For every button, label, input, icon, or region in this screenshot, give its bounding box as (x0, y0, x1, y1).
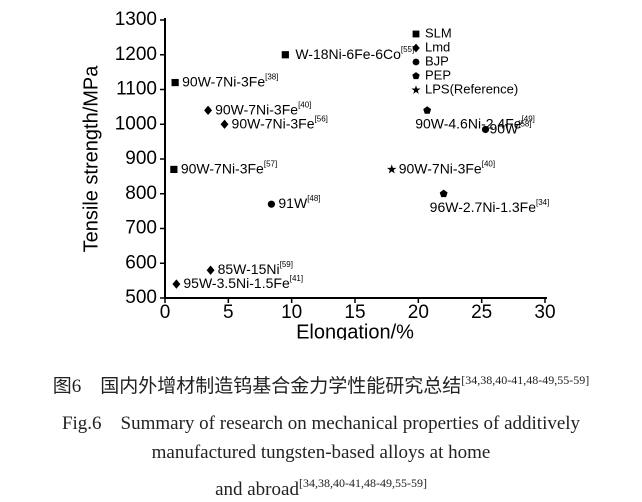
chart: Elongation/% Tensile strength/MPa 500 600… (80, 9, 555, 340)
x-axis-label: Elongation/% (296, 321, 414, 340)
point (170, 165, 178, 174)
caption-en-2: manufactured tungsten-based alloys at ho… (151, 442, 491, 463)
label-ref: [48] (307, 194, 320, 203)
label-text: W-18Ni-6Fe-6Co (295, 45, 401, 61)
point-label: 95W-3.5Ni-1.5Fe[41] (183, 274, 303, 291)
point (423, 106, 432, 114)
label-ref: [57] (264, 160, 277, 169)
legend-label: Lmd (425, 39, 450, 54)
legend-label: PEP (425, 67, 451, 82)
label-text: 91W (278, 195, 308, 211)
point-label: W-18Ni-6Fe-6Co[55] (295, 45, 414, 62)
label-ref: [40] (482, 160, 495, 169)
caption-en-1: Fig.6 Summary of research on mechanical … (61, 413, 581, 434)
y-tick-label: 900 (125, 148, 157, 169)
label-text: 90W-4.6Ni-2.4Fe (415, 115, 522, 131)
label-text: 95W-3.5Ni-1.5Fe (183, 275, 290, 291)
point-label: 90W-7Ni-3Fe[56] (232, 114, 328, 131)
legend-marker (412, 43, 420, 53)
label-ref: [58] (518, 120, 531, 129)
point (439, 189, 448, 198)
point (204, 105, 213, 116)
legend-label: LPS(Reference) (425, 81, 518, 96)
x-tick-label: 25 (471, 302, 492, 323)
caption-text: 图6 国内外增材制造钨基合金力学性能研究总结 (52, 376, 462, 397)
label-text: 85W-15Ni (218, 261, 280, 277)
point (171, 78, 179, 87)
label-text: 90W-7Ni-3Fe (399, 160, 482, 176)
point-label: 90W-7Ni-3Fe[40] (215, 100, 311, 117)
caption-en-3: and abroad[34,38,40-41,48-49,55-59] (0, 476, 642, 501)
legend-marker (412, 30, 420, 38)
point (281, 51, 289, 59)
legend-marker (412, 58, 420, 66)
legend-label: SLM (425, 25, 452, 40)
label-ref: [59] (280, 260, 293, 269)
point (267, 200, 275, 208)
point-label: 90W-7Ni-3Fe[40] (399, 160, 495, 177)
y-tick-label: 1200 (115, 44, 157, 65)
point (172, 279, 181, 289)
label-text: 90W-7Ni-3Fe (182, 73, 265, 89)
label-text: 90W-7Ni-3Fe (181, 160, 264, 176)
y-tick-label: 1000 (115, 113, 157, 134)
caption-cn: 图6 国内外增材制造钨基合金力学性能研究总结[34,38,40-41,48-49… (0, 371, 642, 398)
label-ref: [41] (290, 274, 303, 283)
point-label: 90W-4.6Ni-2.4Fe[49] (415, 114, 535, 131)
y-tick-label: 800 (125, 183, 157, 204)
x-tick-label: 10 (281, 302, 302, 323)
label-ref: [55] (401, 45, 414, 54)
point (386, 164, 397, 174)
point (220, 119, 229, 129)
label-text: 90W (489, 120, 519, 136)
caption-ref: [34,38,40-41,48-49,55-59] (298, 476, 427, 490)
label-text: 90W-7Ni-3Fe (232, 115, 315, 131)
label-ref: [49] (522, 114, 535, 123)
caption-ref: [34,38,40-41,48-49,55-59] (461, 373, 590, 387)
label-text: 96W-2.7Ni-1.3Fe (430, 198, 537, 214)
point-label: 91W[48] (278, 194, 320, 211)
y-axis-label: Tensile strength/MPa (80, 65, 102, 253)
point-label: 85W-15Ni[59] (218, 260, 293, 277)
y-tick-label: 1300 (115, 9, 157, 30)
legend-marker (411, 85, 421, 94)
caption-text: and abroad (215, 479, 299, 500)
y-tick-label: 1100 (116, 79, 157, 100)
x-tick-label: 20 (408, 302, 429, 323)
point-label: 90W[58] (489, 120, 531, 137)
x-tick-label: 30 (534, 302, 555, 323)
point (206, 265, 215, 275)
point-label: 96W-2.7Ni-1.3Fe[34] (430, 198, 550, 215)
point (481, 125, 490, 134)
x-tick-label: 0 (160, 302, 171, 323)
point-label: 90W-7Ni-3Fe[57] (181, 160, 277, 177)
label-ref: [56] (315, 114, 328, 123)
legend-label: BJP (425, 53, 449, 68)
x-tick-label: 15 (344, 302, 365, 323)
label-ref: [38] (265, 73, 278, 82)
label-ref: [40] (298, 100, 311, 109)
y-tick-label: 600 (125, 252, 157, 273)
label-text: 90W-7Ni-3Fe (215, 101, 298, 117)
y-tick-label: 500 (125, 287, 157, 308)
x-tick-label: 5 (223, 302, 234, 323)
point-label: 90W-7Ni-3Fe[38] (182, 73, 278, 90)
legend-marker (412, 72, 420, 80)
y-tick-label: 700 (125, 218, 157, 239)
label-ref: [34] (536, 198, 549, 207)
